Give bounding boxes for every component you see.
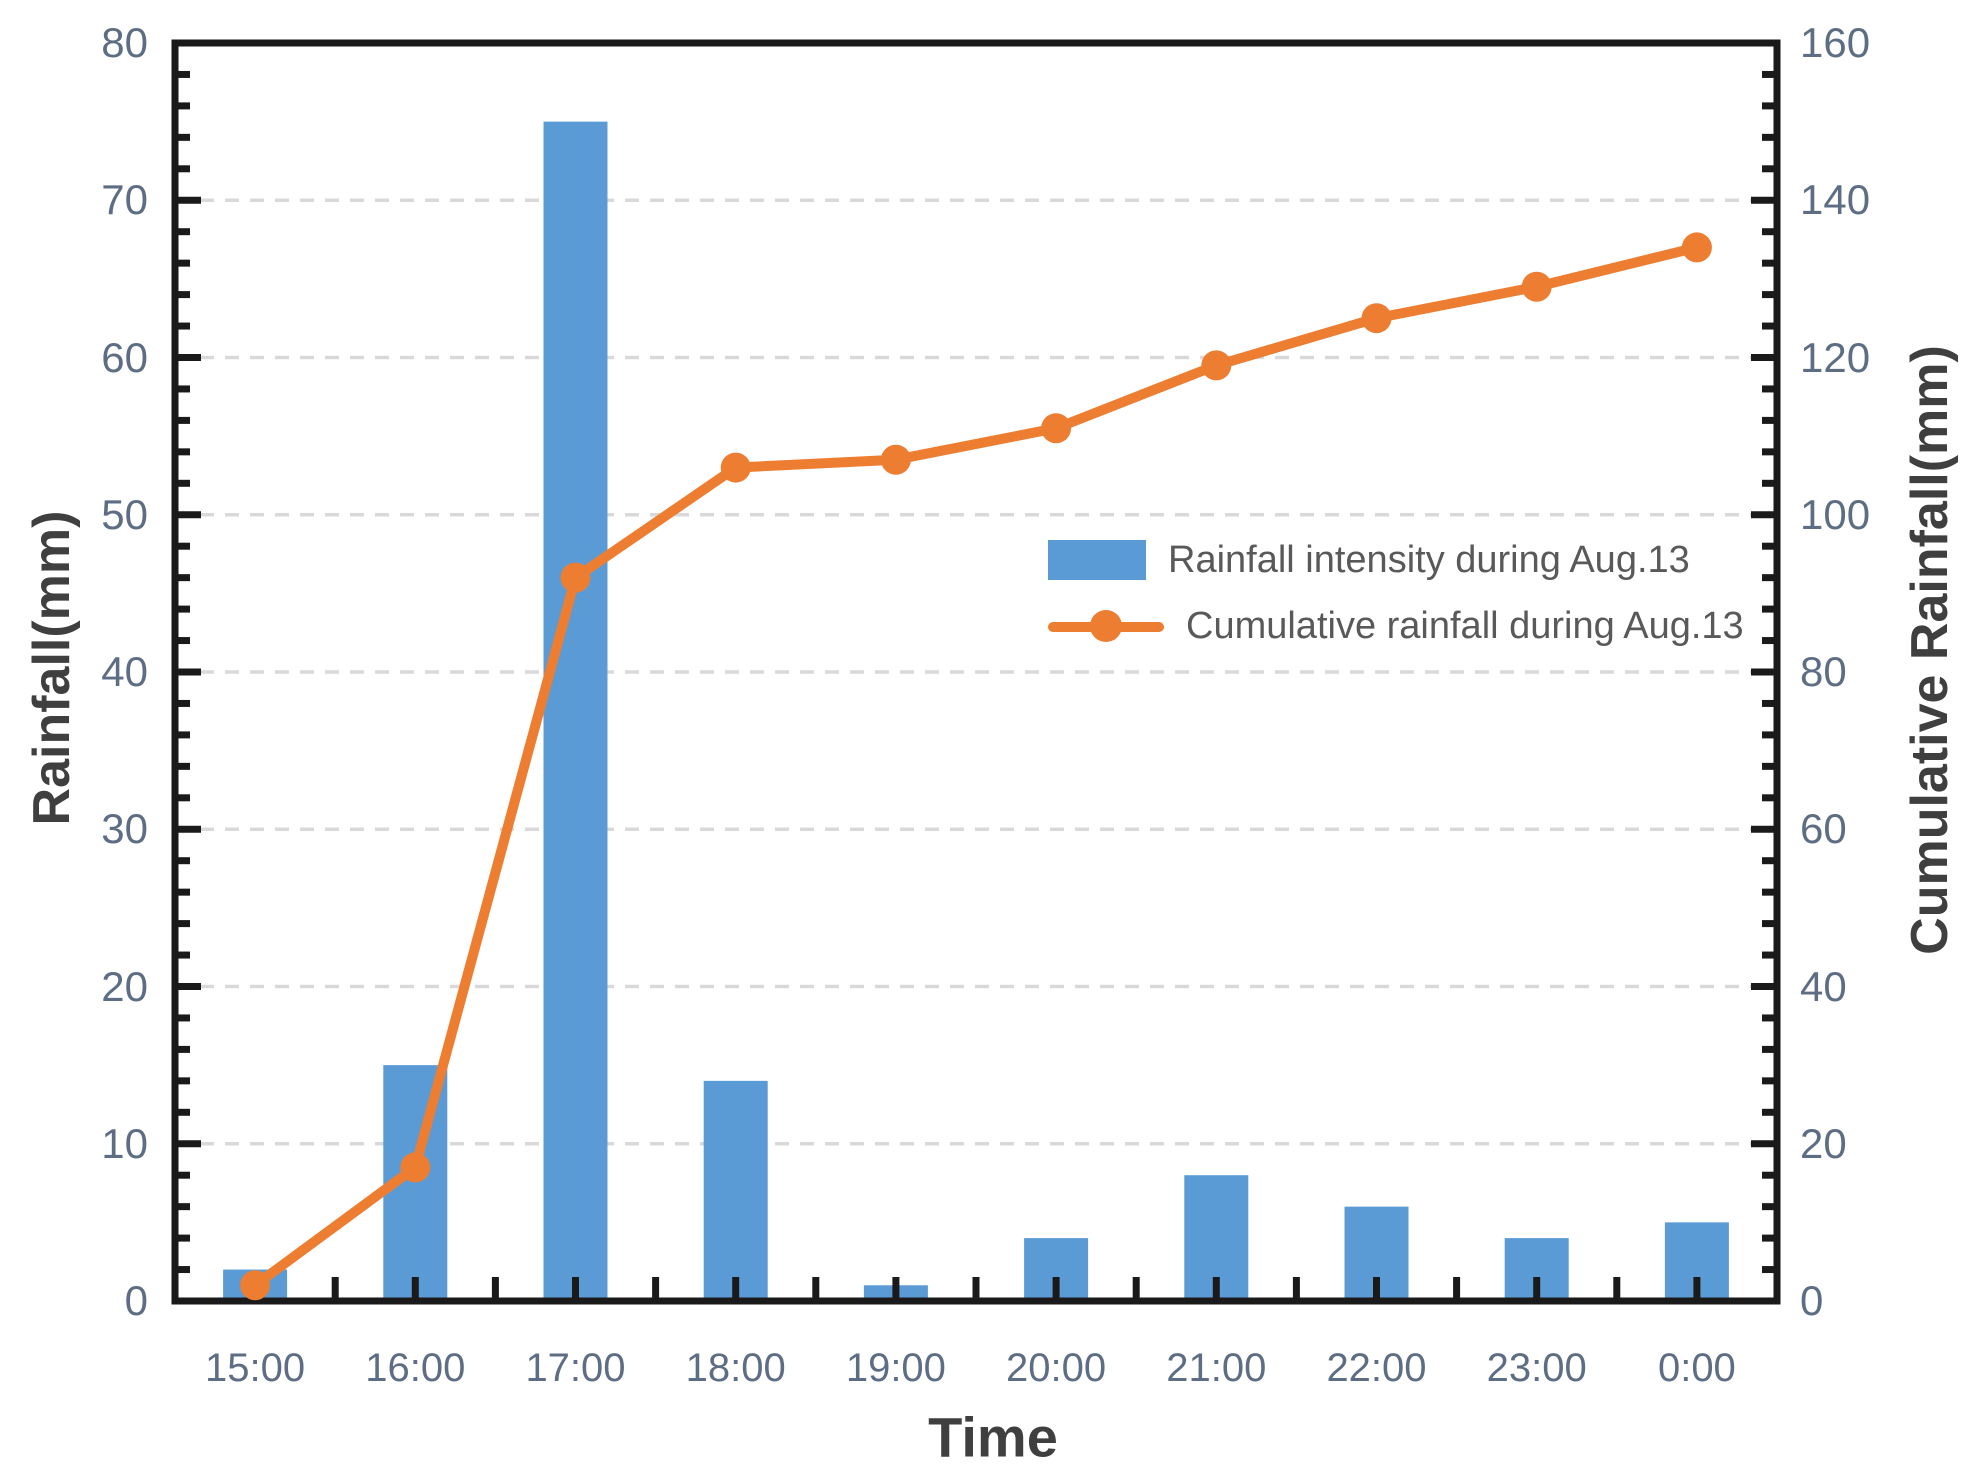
x-axis-tick-label: 17:00 [525, 1346, 626, 1390]
x-axis-tick-label: 23:00 [1486, 1346, 1587, 1390]
left-axis-tick-label: 20 [101, 962, 148, 1010]
right-axis-tick-label: 120 [1800, 333, 1871, 381]
line-marker-20:00 [1041, 413, 1072, 444]
right-axis-tick-label: 0 [1800, 1277, 1824, 1324]
right-axis-title: Cumulative Rainfall(mm) [1901, 345, 1959, 955]
line-swatch-marker [1090, 610, 1122, 642]
right-axis-tick-label: 80 [1800, 648, 1847, 695]
legend: Rainfall intensity during Aug.13 Cumulat… [1048, 540, 1744, 646]
left-axis-tick-label: 80 [101, 19, 148, 66]
x-axis-tick-label: 16:00 [365, 1346, 466, 1390]
left-axis-tick-label: 30 [101, 805, 148, 853]
line-marker-22:00 [1361, 303, 1392, 334]
x-axis-tick-label: 19:00 [845, 1346, 946, 1390]
line-marker-15:00 [240, 1270, 271, 1301]
bar-swatch-icon [1048, 540, 1146, 580]
line-marker-21:00 [1201, 350, 1232, 381]
left-axis-tick-label: 60 [101, 333, 148, 381]
axis-frame [171, 39, 1781, 1305]
line-marker-17:00 [560, 562, 591, 593]
x-axis-title: Time [928, 1405, 1058, 1469]
x-axis-tick-label: 20:00 [1006, 1346, 1107, 1390]
left-axis-title: Rainfall(mm) [23, 510, 81, 826]
left-axis-tick-label: 0 [124, 1277, 148, 1324]
right-axis-tick-label: 140 [1800, 176, 1871, 224]
line-marker-18:00 [720, 452, 751, 483]
left-axis-tick-label: 50 [101, 490, 148, 538]
legend-label-cumulative-rainfall: Cumulative rainfall during Aug.13 [1186, 605, 1744, 647]
left-axis-tick-label: 40 [101, 648, 148, 695]
x-axis-tick-label: 22:00 [1326, 1346, 1427, 1390]
x-axis-tick-label: 0:00 [1657, 1346, 1736, 1390]
line-marker-19:00 [880, 444, 911, 475]
line-marker-16:00 [400, 1152, 431, 1183]
bar-18:00 [703, 1080, 768, 1301]
left-axis-tick-label: 70 [101, 176, 148, 224]
line-marker-0:00 [1681, 232, 1712, 263]
legend-item-rainfall-intensity: Rainfall intensity during Aug.13 [1048, 540, 1744, 580]
right-axis-tick-label: 100 [1800, 490, 1871, 538]
right-axis-tick-label: 20 [1800, 1119, 1847, 1167]
line-marker-23:00 [1521, 271, 1552, 302]
x-axis-tick-label: 18:00 [685, 1346, 786, 1390]
line-marker-swatch-icon [1048, 606, 1164, 646]
right-axis-tick-label: 60 [1800, 805, 1847, 853]
legend-label-rainfall-intensity: Rainfall intensity during Aug.13 [1168, 539, 1690, 581]
x-axis-tick-label: 15:00 [205, 1346, 306, 1390]
right-axis-tick-label: 40 [1800, 962, 1847, 1010]
left-axis-tick-label: 10 [101, 1119, 148, 1167]
right-axis-tick-label: 160 [1800, 19, 1871, 66]
cumulative-line [250, 242, 1702, 1291]
x-axis-tick-label: 21:00 [1166, 1346, 1267, 1390]
legend-item-cumulative-rainfall: Cumulative rainfall during Aug.13 [1048, 606, 1744, 646]
bar-17:00 [543, 121, 608, 1301]
